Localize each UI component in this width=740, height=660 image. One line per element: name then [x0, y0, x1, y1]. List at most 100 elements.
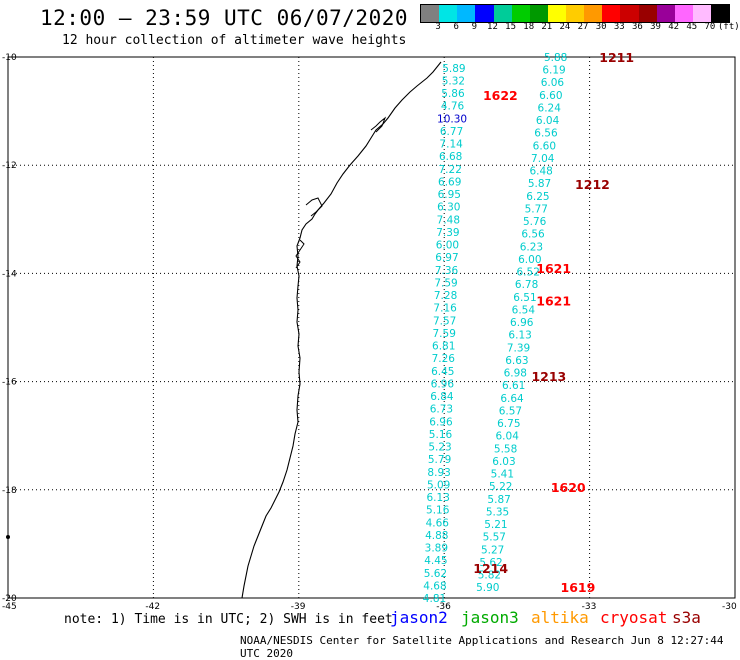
- lat-tick-label: -10: [2, 53, 17, 63]
- wave-height-value: 8.93: [427, 467, 450, 479]
- wave-height-value: 5.09: [427, 479, 450, 491]
- lon-tick-label: -30: [722, 602, 737, 612]
- colorbar-label: 15: [505, 22, 516, 32]
- wave-height-labels: 5.895.325.864.7610.306.777.146.687.226.6…: [423, 52, 568, 605]
- wave-height-value: 6.61: [502, 380, 525, 392]
- wave-height-value: 6.96: [429, 416, 453, 428]
- lat-tick-label: -12: [2, 161, 17, 171]
- colorbar-label: 45: [686, 22, 698, 32]
- wave-height-value: 6.63: [505, 355, 528, 367]
- wave-height-value: 6.95: [438, 189, 461, 201]
- wave-height-value: 6.00: [436, 240, 459, 252]
- wave-height-value: 5.76: [523, 216, 547, 228]
- wave-height-value: 5.57: [483, 532, 506, 544]
- wave-height-value: 3.89: [425, 543, 448, 555]
- wave-height-value: 5.62: [479, 557, 502, 569]
- colorbar-label: 33: [613, 22, 625, 32]
- legend-jason2: jason2: [390, 608, 448, 627]
- colorbar-label: 27: [577, 22, 589, 32]
- wave-height-value: 5.86: [441, 88, 465, 100]
- wave-height-value: 5.87: [528, 178, 551, 190]
- wave-height-value: 6.60: [533, 140, 556, 152]
- colorbar-cell-6: [529, 5, 548, 22]
- legend-jason3: jason3: [461, 608, 519, 627]
- colorbar-cell-3: [475, 5, 494, 22]
- wave-height-value: 6.30: [437, 202, 460, 214]
- lat-tick-label: -16: [2, 378, 17, 388]
- coastline-detail: [295, 116, 387, 269]
- colorbar-cell-0: [421, 5, 440, 22]
- colorbar-cell-12: [638, 5, 657, 22]
- colorbar-label: 3: [435, 22, 441, 32]
- lon-tick-label: -42: [145, 602, 160, 612]
- wave-height-value: 7.39: [436, 227, 459, 239]
- track-id: 1620: [551, 480, 586, 495]
- credit-line: NOAA/NESDIS Center for Satellite Applica…: [240, 634, 724, 660]
- wave-height-value: 6.81: [432, 341, 455, 353]
- wave-height-value: 6.23: [520, 241, 543, 253]
- colorbar-cell-14: [674, 5, 693, 22]
- colorbar-cell-15: [692, 5, 711, 22]
- wave-height-value: 7.26: [432, 353, 456, 365]
- track-id: 1213: [531, 369, 566, 384]
- legend-cryosat: cryosat: [600, 608, 668, 627]
- track-id: 1619: [561, 580, 596, 595]
- colorbar-label: 24: [559, 22, 571, 32]
- lon-tick-label: -33: [582, 602, 597, 612]
- wave-height-value: 7.48: [437, 214, 460, 226]
- wave-height-value: 10.30: [437, 113, 467, 125]
- chart-title: 12:00 – 23:59 UTC 06/07/2020: [40, 6, 409, 30]
- wave-height-value: 5.87: [487, 494, 510, 506]
- wave-height-value: 5.32: [442, 75, 465, 87]
- track-id: 1621: [536, 261, 571, 276]
- wave-height-value: 5.23: [428, 442, 451, 454]
- wave-height-value: 6.98: [504, 368, 527, 380]
- wave-height-value: 7.14: [439, 139, 463, 151]
- wave-height-value: 6.75: [497, 418, 520, 430]
- track-id: 1212: [575, 177, 610, 192]
- lon-tick-label: -39: [291, 602, 306, 612]
- chart-subtitle: 12 hour collection of altimeter wave hei…: [62, 33, 407, 48]
- colorbar-cell-9: [584, 5, 603, 22]
- wave-height-value: 6.03: [492, 456, 515, 468]
- wave-height-value: 6.78: [515, 279, 538, 291]
- colorbar-cell-5: [511, 5, 530, 22]
- lon-tick-label: -36: [436, 602, 451, 612]
- wave-height-value: 4.88: [425, 530, 448, 542]
- wave-height-value: 5.27: [481, 544, 504, 556]
- wave-height-value: 6.54: [512, 304, 536, 316]
- colorbar-label: 36: [631, 22, 643, 32]
- wave-height-value: 5.58: [494, 443, 517, 455]
- colorbar-label: 70: [704, 22, 716, 32]
- track-id: 1214: [473, 561, 508, 576]
- island-marker: [6, 535, 10, 539]
- wave-height-value: 5.88: [544, 52, 567, 64]
- wave-height-value: 5.35: [486, 506, 509, 518]
- lat-tick-label: -14: [2, 269, 17, 279]
- wave-height-value: 6.04: [536, 115, 560, 127]
- wave-height-value: 4.66: [426, 517, 450, 529]
- wave-height-value: 6.64: [500, 393, 524, 405]
- colorbar-cell-10: [602, 5, 621, 22]
- wave-height-value: 6.51: [513, 292, 536, 304]
- colorbar-label: 9: [471, 22, 478, 32]
- legend-altika: altika: [531, 608, 589, 627]
- wave-height-value: 6.84: [430, 391, 454, 403]
- colorbar-cell-8: [566, 5, 585, 22]
- wave-height-value: 5.16: [429, 429, 453, 441]
- colorbar-cell-4: [493, 5, 512, 22]
- wave-height-value: 6.56: [521, 229, 545, 241]
- wave-height-value: 6.52: [517, 267, 540, 279]
- wave-height-value: 6.56: [534, 128, 558, 140]
- wave-height-value: 7.39: [507, 342, 530, 354]
- wave-height-value: 7.28: [434, 290, 457, 302]
- track-id: 1622: [483, 88, 518, 103]
- colorbar-label: 18: [523, 22, 535, 32]
- wave-height-value: 5.16: [426, 505, 450, 517]
- colorbar-label: 39: [650, 22, 661, 32]
- colorbar-cell-13: [656, 5, 675, 22]
- colorbar-cell-2: [457, 5, 476, 22]
- wave-height-value: 7.59: [434, 277, 457, 289]
- wave-height-value: 4.45: [424, 555, 447, 567]
- wave-height-value: 6.19: [542, 65, 565, 77]
